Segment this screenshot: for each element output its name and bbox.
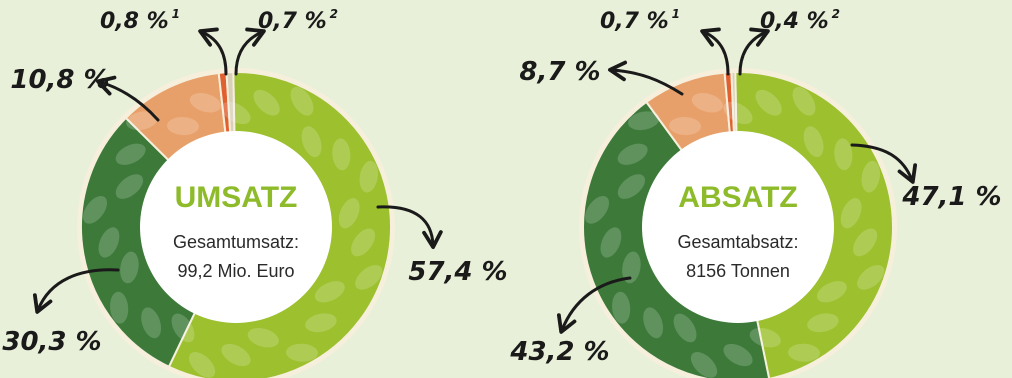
center-subtitle-line1: Gesamtumsatz: [173,232,299,252]
donut-center [642,131,834,323]
center-subtitle-line2: 99,2 Mio. Euro [177,261,294,281]
label-arrow [740,32,766,74]
slice-label: 47,1 % [901,182,1001,212]
center-subtitle-line2: 8156 Tonnen [686,261,790,281]
slice-label: 0,8 % 1 [100,7,180,34]
footnote-marker: 2 [330,7,338,21]
center-subtitle-line1: Gesamtabsatz: [677,232,798,252]
footnote-marker: 2 [832,7,840,21]
slice-label: 10,8 % [10,65,109,95]
label-arrow [202,32,226,74]
slice-label: 0,7 % 2 [258,7,338,34]
footnote-marker: 1 [672,7,680,21]
label-arrow [236,32,262,74]
slice-label: 30,3 % [2,327,101,357]
slice-label: 0,7 % 1 [600,7,680,34]
label-arrow [704,32,728,74]
donut-center [140,131,332,323]
slice-label: 8,7 % [519,57,600,87]
chart-title: UMSATZ [175,181,298,214]
footnote-marker: 1 [172,7,180,21]
umsatz-donut: UMSATZ Gesamtumsatz: 99,2 Mio. Euro 57,4 % 3… [2,7,507,378]
slice-label: 0,4 % 2 [760,7,840,34]
slice-label: 43,2 % [509,337,609,367]
absatz-donut: ABSATZ Gesamtabsatz: 8156 Tonnen 47,1 % 43,2… [509,7,1001,378]
slice-label: 57,4 % [408,257,507,287]
chart-title: ABSATZ [678,181,797,214]
